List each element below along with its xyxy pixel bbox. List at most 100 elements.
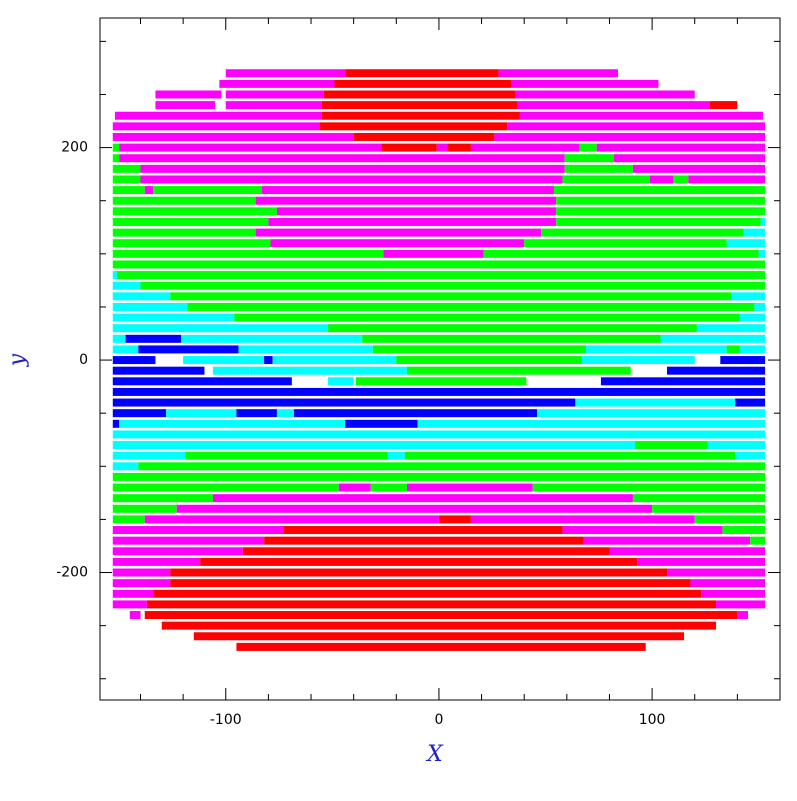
x-tick-label: 100 xyxy=(639,712,666,728)
segment xyxy=(404,451,736,460)
segment xyxy=(517,101,710,110)
segment xyxy=(112,377,292,386)
segment xyxy=(255,228,542,237)
segment xyxy=(328,324,697,333)
segment xyxy=(112,536,265,545)
segment xyxy=(112,547,243,556)
segment xyxy=(114,111,322,120)
segment xyxy=(112,387,766,396)
segment xyxy=(112,132,354,141)
segment xyxy=(276,207,557,216)
segment xyxy=(667,366,766,375)
segment xyxy=(112,154,120,163)
segment xyxy=(112,260,766,269)
segment xyxy=(155,90,222,99)
segment xyxy=(187,302,755,311)
segment xyxy=(673,175,689,184)
segment xyxy=(660,334,766,343)
segment xyxy=(112,557,201,566)
segment xyxy=(600,377,766,386)
segment xyxy=(112,324,329,333)
segment xyxy=(739,313,766,322)
segment xyxy=(112,451,186,460)
segment xyxy=(722,526,766,535)
segment xyxy=(270,239,525,248)
segment xyxy=(696,324,766,333)
segment xyxy=(556,196,766,205)
x-tick-label: 0 xyxy=(434,712,443,728)
segment xyxy=(483,249,759,258)
segment xyxy=(129,611,141,620)
segment xyxy=(575,398,736,407)
segment xyxy=(144,611,738,620)
segment xyxy=(181,334,363,343)
segment xyxy=(144,515,439,524)
segment xyxy=(750,536,766,545)
segment xyxy=(447,143,471,152)
segment xyxy=(112,207,277,216)
segment xyxy=(140,281,766,290)
segment xyxy=(758,249,766,258)
segment xyxy=(283,526,563,535)
segment xyxy=(564,154,614,163)
segment xyxy=(153,186,263,195)
segment xyxy=(146,600,717,609)
segment xyxy=(436,143,448,152)
segment xyxy=(170,568,668,577)
segment xyxy=(652,504,766,513)
segment xyxy=(613,154,766,163)
segment xyxy=(112,228,256,237)
segment xyxy=(112,356,156,365)
segment xyxy=(556,217,761,226)
segment xyxy=(293,409,537,418)
segment xyxy=(225,69,346,78)
segment xyxy=(406,366,631,375)
segment xyxy=(255,196,557,205)
segment xyxy=(345,69,499,78)
segment xyxy=(140,175,563,184)
segment xyxy=(236,642,646,651)
segment xyxy=(112,515,145,524)
segment xyxy=(236,409,277,418)
segment xyxy=(554,186,766,195)
segment xyxy=(125,334,182,343)
segment xyxy=(112,409,167,418)
segment xyxy=(321,111,520,120)
segment xyxy=(112,494,213,503)
segment xyxy=(276,409,294,418)
segment xyxy=(387,451,405,460)
segment xyxy=(176,504,653,513)
segment xyxy=(532,483,766,492)
segment xyxy=(743,228,766,237)
segment xyxy=(112,579,171,588)
segment xyxy=(225,101,322,110)
segment xyxy=(541,228,744,237)
segment xyxy=(112,271,118,280)
segment xyxy=(262,186,555,195)
segment xyxy=(272,356,397,365)
segment xyxy=(694,515,766,524)
segment xyxy=(720,356,766,365)
segment xyxy=(507,122,766,131)
segment xyxy=(112,568,171,577)
segment xyxy=(716,600,766,609)
segment xyxy=(609,547,766,556)
segment xyxy=(372,345,587,354)
segment xyxy=(112,164,141,173)
segment xyxy=(383,249,484,258)
y-axis-label: y xyxy=(5,353,30,367)
segment xyxy=(406,483,533,492)
segment xyxy=(760,217,766,226)
segment xyxy=(438,515,471,524)
segment xyxy=(381,143,437,152)
segment xyxy=(581,356,695,365)
segment xyxy=(200,557,638,566)
segment xyxy=(112,334,126,343)
segment xyxy=(117,271,766,280)
segment xyxy=(249,366,407,375)
segment xyxy=(183,356,265,365)
segment xyxy=(112,249,384,258)
segment xyxy=(112,175,141,184)
x-axis-label: X xyxy=(425,742,444,767)
segment xyxy=(515,90,695,99)
